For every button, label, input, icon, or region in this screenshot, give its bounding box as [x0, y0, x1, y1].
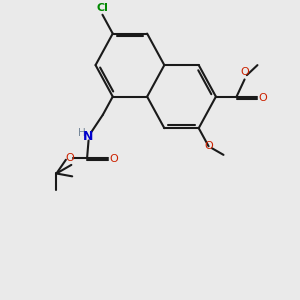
Text: N: N [83, 130, 94, 143]
Text: H: H [78, 128, 86, 138]
Text: O: O [204, 141, 213, 151]
Text: O: O [109, 154, 118, 164]
Text: O: O [65, 153, 74, 163]
Text: O: O [258, 93, 267, 103]
Text: O: O [240, 68, 249, 77]
Text: Cl: Cl [97, 3, 108, 13]
